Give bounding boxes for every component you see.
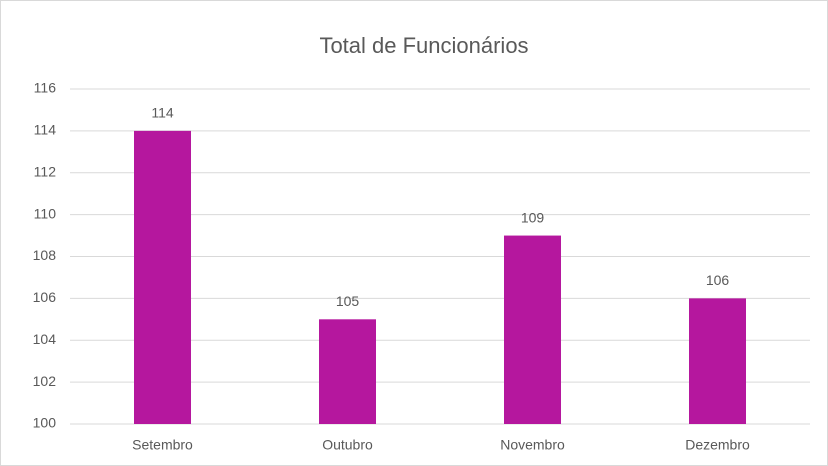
y-tick-label: 106	[33, 289, 57, 305]
y-tick-label: 110	[34, 205, 57, 221]
data-label: 114	[151, 105, 174, 121]
bar	[319, 319, 376, 424]
y-tick-label: 112	[34, 163, 57, 179]
chart-title: Total de Funcionários	[319, 33, 528, 58]
y-tick-label: 100	[33, 415, 57, 431]
data-label: 105	[336, 293, 360, 309]
bar	[134, 130, 191, 424]
y-tick-label: 116	[34, 80, 57, 96]
x-tick-label: Dezembro	[685, 437, 750, 453]
data-label: 106	[706, 272, 730, 288]
bar	[689, 298, 746, 424]
y-tick-label: 108	[33, 247, 57, 263]
bar	[504, 235, 561, 424]
x-tick-label: Novembro	[500, 437, 565, 453]
y-tick-label: 114	[34, 122, 57, 138]
data-label: 109	[521, 209, 545, 225]
y-tick-label: 104	[33, 331, 57, 347]
x-tick-label: Setembro	[132, 437, 193, 453]
y-tick-label: 102	[33, 373, 57, 389]
x-tick-label: Outubro	[322, 437, 373, 453]
